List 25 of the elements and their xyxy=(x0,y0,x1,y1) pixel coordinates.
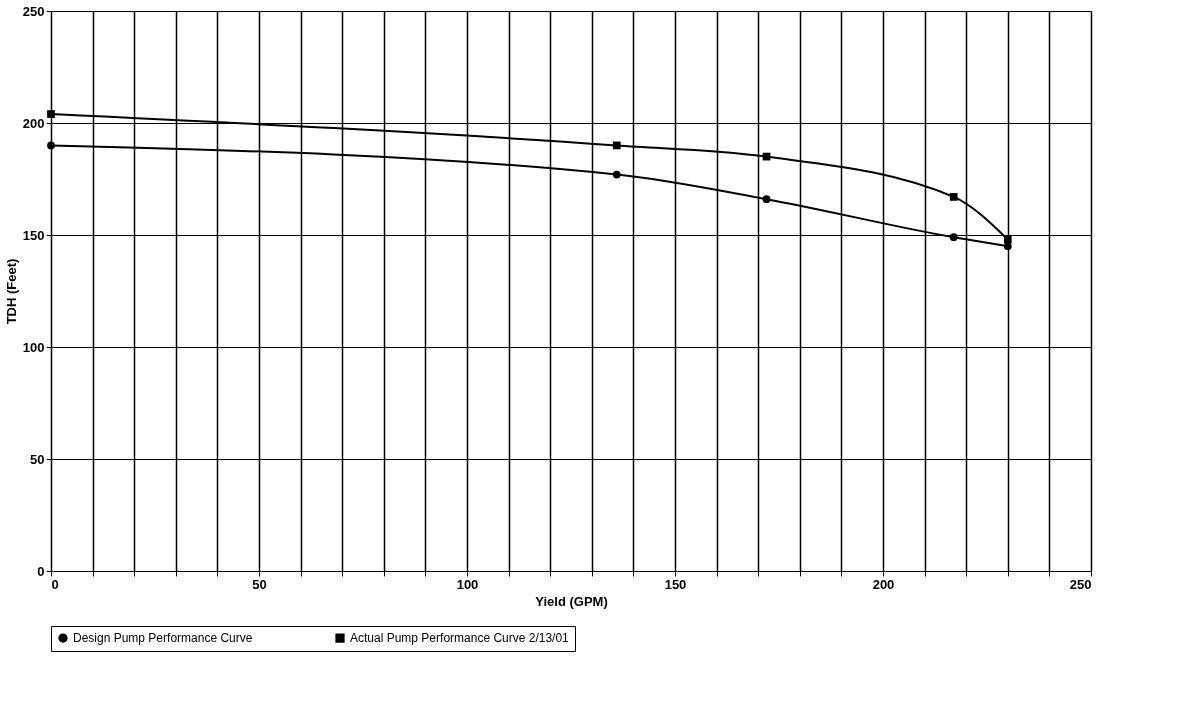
legend-label: Actual Pump Performance Curve 2/13/01 xyxy=(350,631,570,646)
y-axis-title: TDH (Feet) xyxy=(3,258,19,325)
y-tick-label: 200 xyxy=(22,115,45,131)
y-tick-label: 150 xyxy=(22,227,45,243)
point xyxy=(1003,242,1012,251)
x-tick-label: 0 xyxy=(51,576,59,592)
point xyxy=(762,195,771,204)
y-tick-label: 0 xyxy=(37,563,45,579)
x-tick-label: 200 xyxy=(872,576,895,592)
y-tick-label: 100 xyxy=(22,339,45,355)
point xyxy=(47,141,55,150)
x-axis-title: Yield (GPM) xyxy=(535,593,608,609)
point xyxy=(612,170,621,179)
y-tick-label: 50 xyxy=(30,451,45,467)
x-tick-label: 150 xyxy=(664,576,687,592)
point xyxy=(612,141,621,150)
point xyxy=(47,110,55,118)
point xyxy=(1003,235,1012,244)
y-tick-label: 250 xyxy=(22,3,45,19)
point xyxy=(949,233,958,242)
point xyxy=(949,193,958,201)
x-tick-label: 50 xyxy=(252,576,267,592)
x-tick-label: 250 xyxy=(1069,576,1092,592)
legend-label: Design Pump Performance Curve xyxy=(73,631,253,646)
x-tick-label: 100 xyxy=(456,576,479,592)
